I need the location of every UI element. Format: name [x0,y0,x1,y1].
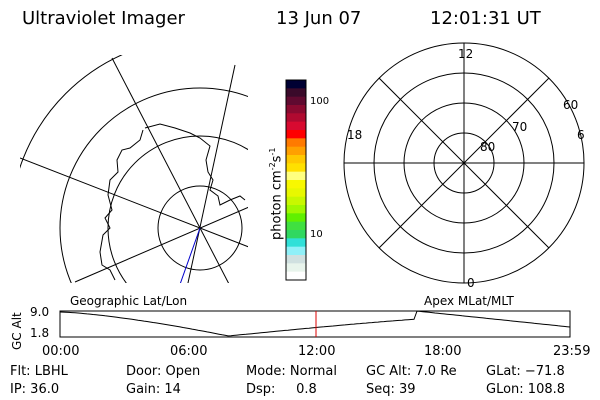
colorbar-exp1: -2 [268,162,277,171]
apex-title: Apex MLat/MLT [424,294,514,308]
colorbar-swatch [286,263,306,273]
ip-value: IP: 36.0 [10,382,60,397]
colorbar-swatch [286,155,306,164]
colorbar-swatch [286,188,306,198]
colorbar-frame [285,79,307,281]
geographic-title: Geographic Lat/Lon [70,294,188,308]
mlt-label-0: 0 [467,276,475,290]
colorbar-tick-100: 100 [310,96,330,107]
ytick-9: 9.0 [30,305,50,319]
dsp-value: Dsp: 0.8 [246,382,317,397]
colorbar-swatch [286,130,306,139]
lat-circle [157,185,243,271]
mlat-label-80: 80 [480,140,496,154]
colorbar-swatch [286,213,306,223]
colorbar-swatch [286,80,306,89]
xtick: 18:00 [424,344,462,359]
door-value: Door: Open [126,364,201,379]
time-label: 12:01:31 UT [430,8,541,29]
altitude-curve [59,310,571,337]
xtick: 06:00 [170,344,208,359]
colorbar-swatch [286,138,306,148]
track-line [179,227,201,283]
colorbar-swatch [286,221,306,231]
mlat-label-70: 70 [512,120,528,134]
lon-line [74,206,248,283]
mlt-line [378,77,550,249]
xtick: 00:00 [42,344,80,359]
colorbar-label: photon cm-2s-1 [268,148,284,240]
timeline-frame [59,310,571,338]
timeline-ylabel: GC Alt [10,312,24,350]
mlt-label-12: 12 [458,47,474,61]
colorbar-tick-10: 10 [310,229,323,240]
lon-line [187,64,236,283]
instrument-title: Ultraviolet Imager [22,8,185,29]
colorbar-swatch [286,88,306,98]
colorbar-swatch [286,246,306,256]
colorbar-swatch [286,238,306,248]
colorbar-swatch [286,113,306,123]
colorbar-swatch [286,230,306,239]
colorbar-swatch [286,271,306,281]
colorbar-swatch [286,180,306,189]
colorbar-swatch [286,121,306,131]
date-label: 13 Jun 07 [276,8,362,29]
colorbar-swatch [286,105,306,114]
lat-circle [107,135,248,283]
gc-alt-value: GC Alt: 7.0 Re [366,364,457,379]
gain-value: Gain: 14 [126,382,181,397]
xtick: 12:00 [298,344,336,359]
coastline [99,123,246,281]
xtick: 23:59 [553,344,591,359]
colorbar-swatch [286,196,306,206]
colorbar-swatch [286,146,306,156]
glat-value: GLat: −71.8 [486,364,565,379]
glon-value: GLon: 108.8 [486,382,566,397]
mlat-label-60: 60 [563,98,579,112]
colorbar-unit: photon cm [269,170,285,240]
colorbar-swatch [286,205,306,214]
mlt-label-6: 6 [577,128,585,142]
geographic-map [20,55,248,283]
seq-value: Seq: 39 [366,382,416,397]
colorbar-swatch [286,171,306,181]
ytick-1.8: 1.8 [30,326,50,340]
lat-circle [59,87,248,283]
colorbar [286,80,306,281]
mlt-label-18: 18 [347,128,363,142]
mode-value: Mode: Normal [246,364,337,379]
polar-mlt-plot [343,42,585,284]
colorbar-swatch [286,255,306,264]
colorbar-exp2: -1 [268,147,277,156]
altitude-timeline [59,310,571,338]
colorbar-swatch [286,163,306,173]
filter-value: Flt: LBHL [10,364,68,379]
colorbar-swatch [286,96,306,106]
colorbar-unit2: s [269,155,285,163]
